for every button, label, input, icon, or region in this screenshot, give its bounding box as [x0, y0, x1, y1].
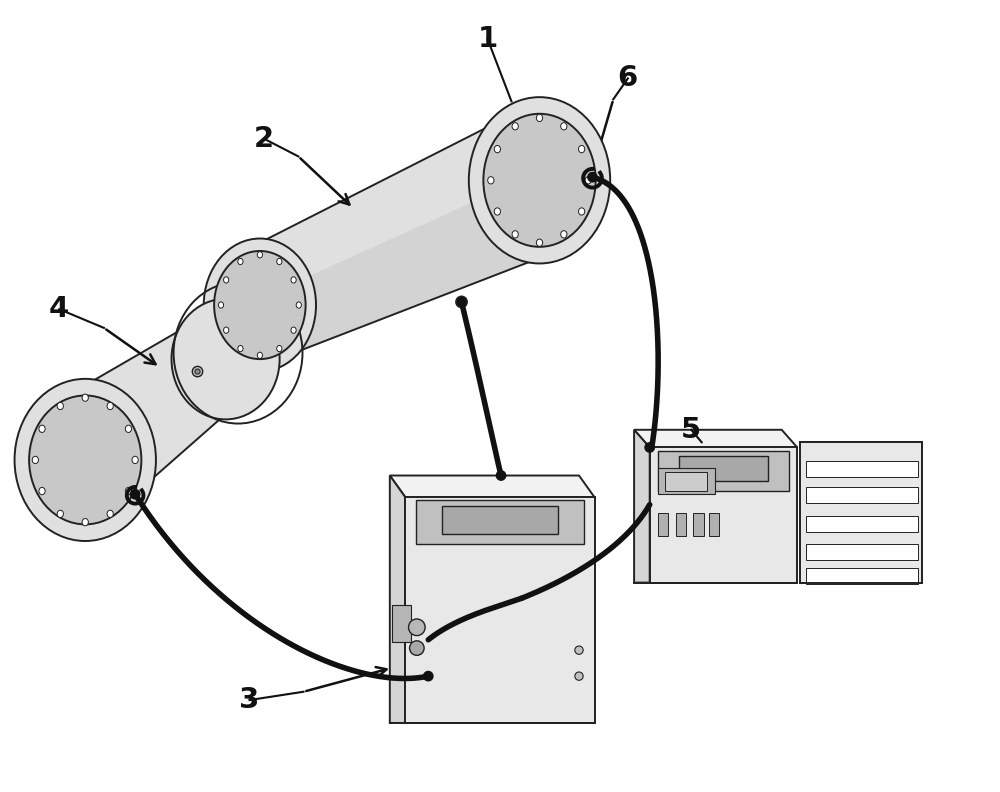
- Ellipse shape: [424, 672, 433, 681]
- Ellipse shape: [483, 114, 596, 247]
- Ellipse shape: [410, 641, 424, 655]
- Ellipse shape: [125, 425, 132, 432]
- Polygon shape: [800, 442, 922, 447]
- Ellipse shape: [456, 296, 467, 307]
- Ellipse shape: [204, 238, 316, 371]
- Ellipse shape: [536, 114, 543, 121]
- Ellipse shape: [585, 177, 591, 184]
- Ellipse shape: [39, 425, 45, 432]
- Bar: [676, 513, 686, 536]
- Polygon shape: [390, 475, 595, 497]
- Ellipse shape: [579, 146, 585, 153]
- Ellipse shape: [277, 345, 282, 352]
- Bar: [806, 516, 918, 531]
- Ellipse shape: [291, 327, 296, 333]
- Ellipse shape: [82, 519, 88, 526]
- Ellipse shape: [29, 395, 141, 524]
- Bar: [806, 487, 918, 503]
- Ellipse shape: [57, 510, 63, 517]
- Polygon shape: [658, 451, 789, 491]
- Ellipse shape: [575, 646, 583, 654]
- Ellipse shape: [459, 299, 464, 304]
- Polygon shape: [405, 497, 595, 723]
- Text: 1: 1: [477, 25, 498, 53]
- Ellipse shape: [107, 402, 113, 409]
- Bar: [709, 513, 719, 536]
- Ellipse shape: [125, 487, 132, 495]
- Polygon shape: [256, 104, 542, 365]
- Ellipse shape: [579, 208, 585, 215]
- Ellipse shape: [32, 456, 38, 463]
- Polygon shape: [634, 430, 650, 583]
- Ellipse shape: [238, 345, 243, 352]
- Bar: [693, 513, 704, 536]
- Bar: [665, 472, 707, 491]
- Ellipse shape: [561, 123, 567, 130]
- Text: 2: 2: [254, 124, 274, 153]
- Ellipse shape: [536, 239, 543, 246]
- Polygon shape: [679, 455, 768, 481]
- Ellipse shape: [575, 672, 583, 680]
- Polygon shape: [800, 442, 922, 583]
- Ellipse shape: [588, 173, 597, 182]
- Bar: [392, 605, 411, 642]
- Ellipse shape: [214, 251, 306, 359]
- Ellipse shape: [132, 456, 138, 463]
- Ellipse shape: [195, 369, 200, 374]
- Text: 4: 4: [49, 295, 69, 323]
- Ellipse shape: [39, 487, 45, 495]
- Ellipse shape: [82, 394, 88, 402]
- Polygon shape: [634, 430, 797, 447]
- Ellipse shape: [172, 299, 280, 420]
- Ellipse shape: [409, 619, 425, 636]
- Polygon shape: [416, 501, 584, 544]
- Polygon shape: [390, 475, 405, 723]
- Ellipse shape: [107, 510, 113, 517]
- Ellipse shape: [296, 302, 301, 308]
- Text: 6: 6: [618, 64, 638, 93]
- Ellipse shape: [257, 252, 262, 258]
- Ellipse shape: [224, 327, 229, 333]
- Ellipse shape: [496, 471, 506, 480]
- Ellipse shape: [457, 297, 466, 307]
- Ellipse shape: [277, 258, 282, 265]
- Ellipse shape: [488, 177, 494, 184]
- Bar: [658, 513, 668, 536]
- Ellipse shape: [512, 123, 518, 130]
- Polygon shape: [87, 304, 226, 536]
- Polygon shape: [259, 173, 542, 365]
- Bar: [806, 568, 918, 584]
- Ellipse shape: [494, 146, 500, 153]
- Ellipse shape: [257, 352, 262, 359]
- Ellipse shape: [57, 402, 63, 409]
- Ellipse shape: [15, 379, 156, 541]
- Polygon shape: [650, 447, 797, 583]
- Ellipse shape: [130, 489, 140, 499]
- Text: 5: 5: [681, 416, 701, 444]
- Ellipse shape: [192, 367, 203, 377]
- Bar: [658, 468, 715, 494]
- Ellipse shape: [494, 208, 500, 215]
- Ellipse shape: [512, 230, 518, 238]
- Text: 3: 3: [239, 686, 260, 714]
- Ellipse shape: [645, 443, 654, 452]
- Ellipse shape: [224, 276, 229, 283]
- Ellipse shape: [238, 258, 243, 265]
- Ellipse shape: [291, 276, 296, 283]
- Ellipse shape: [561, 230, 567, 238]
- Ellipse shape: [218, 302, 224, 308]
- Ellipse shape: [469, 97, 610, 264]
- Bar: [806, 544, 918, 560]
- Polygon shape: [442, 505, 558, 534]
- Bar: [806, 461, 918, 477]
